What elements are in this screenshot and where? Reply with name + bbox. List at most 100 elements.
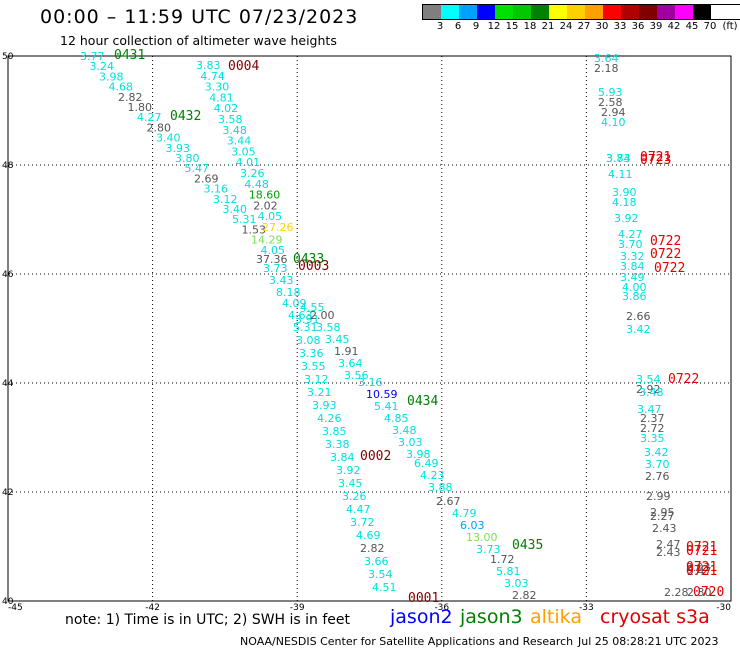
wave-height-reading: 4.74 (200, 70, 225, 83)
wave-height-reading: 3.12 (304, 373, 329, 386)
wave-height-reading: 3.54 (636, 373, 661, 386)
wave-height-reading: 3.88 (428, 481, 453, 494)
wave-height-reading: 2.66 (626, 310, 651, 323)
wave-height-reading: 3.83 (196, 59, 221, 72)
wave-height-reading: 2.94 (601, 106, 626, 119)
wave-height-reading: 3.58 (316, 321, 341, 334)
legend-label: 6 (454, 21, 462, 32)
longitude-label: -30 (716, 603, 731, 613)
wave-height-reading: 3.74 (606, 152, 631, 165)
pass-label: 0721 (686, 540, 717, 555)
wave-height-reading: 2.82 (512, 589, 537, 602)
wave-height-reading: 3.48 (639, 386, 664, 399)
wave-height-reading: 4.05 (261, 244, 286, 257)
wave-height-reading: 2.67 (436, 495, 461, 508)
page-subtitle: 12 hour collection of altimeter wave hei… (60, 33, 337, 48)
legend-swatch (639, 5, 657, 19)
wave-height-reading: 3.16 (204, 183, 229, 196)
wave-height-reading: 3.48 (392, 424, 417, 437)
satellite-cryosat: cryosat s3a (600, 606, 710, 628)
legend-label: 39 (649, 21, 663, 32)
wave-height-reading: 2.76 (645, 470, 670, 483)
legend-label: 12 (487, 21, 501, 32)
wave-height-reading: 3.55 (301, 360, 326, 373)
wave-height-reading: 2.30 (687, 586, 712, 599)
latitude-label: 46 (2, 270, 14, 280)
pass-label: 0431 (114, 48, 145, 63)
legend-label: 9 (472, 21, 480, 32)
legend-label: 42 (667, 21, 681, 32)
wave-height-reading: 3.84 (330, 451, 355, 464)
wave-height-reading: 3.44 (227, 135, 252, 148)
legend-label: 15 (505, 21, 519, 32)
wave-height-reading: 4.48 (244, 178, 269, 191)
wave-height-reading: 3.98 (99, 70, 124, 83)
wave-height-reading: 27.26 (262, 221, 294, 234)
legend-swatch (477, 5, 495, 19)
wave-height-reading: 3.64 (594, 52, 619, 65)
legend-label: 24 (559, 21, 573, 32)
legend-label: 3 (436, 21, 444, 32)
wave-height-reading: 2.27 (650, 510, 675, 523)
legend-label: 70 (703, 21, 717, 32)
wave-height-reading: 1.80 (128, 101, 153, 114)
wave-height-reading: 3.40 (223, 203, 248, 216)
pass-label: 0721 (686, 560, 717, 575)
wave-height-reading: 3.16 (358, 376, 383, 389)
wave-height-reading: 3.64 (338, 357, 363, 370)
wave-height-reading: 4.68 (109, 81, 134, 94)
legend-labels: 3 6 9 12 15 18 21 24 27 30 33 36 39 42 45 70 (ft) (422, 20, 740, 34)
wave-height-reading: 3.72 (350, 516, 375, 529)
wave-height-reading: 2.83 (0, 0, 25, 3)
wave-height-reading: 2.28 (664, 586, 689, 599)
wave-height-reading: 3.73 (476, 543, 501, 556)
footer-credit: NOAA/NESDIS Center for Satellite Applica… (240, 635, 574, 648)
wave-height-reading: 3.70 (618, 238, 643, 251)
wave-height-reading: 3.93 (166, 142, 191, 155)
footer-updated: Jul 25 08:28:21 UTC 2023 (578, 635, 719, 648)
wave-height-reading: 4.85 (384, 412, 409, 425)
latitude-label: 40 (2, 597, 14, 607)
wave-height-reading: 3.49 (620, 271, 645, 284)
legend-swatch (585, 5, 603, 19)
wave-height-readings: 3.773.243.984.682.821.804.272.803.403.93… (0, 0, 712, 602)
wave-height-reading: 3.40 (156, 132, 181, 145)
wave-height-reading: 3.84 (620, 260, 645, 273)
legend-label: 30 (595, 21, 609, 32)
wave-height-reading: 4.09 (282, 297, 307, 310)
wave-height-reading: 2.82 (118, 91, 143, 104)
wave-height-reading: 2.52 (0, 0, 25, 3)
legend-swatch (567, 5, 585, 19)
wave-height-reading: 5.93 (598, 86, 623, 99)
legend-label: 21 (541, 21, 555, 32)
latitude-label: 48 (2, 161, 14, 171)
wave-height-reading: 2.86 (0, 0, 25, 3)
wave-height-reading: 4.51 (372, 581, 397, 594)
satellite-jason2: jason2 (390, 606, 453, 628)
pass-label: 0720 (693, 585, 724, 600)
pass-label: 0002 (360, 449, 391, 464)
pass-label: 0434 (407, 394, 438, 409)
wave-height-reading: 8.18 (276, 286, 301, 299)
legend-swatch (513, 5, 531, 19)
longitude-label: -33 (579, 603, 594, 613)
pass-label: 0001 (408, 591, 439, 606)
legend-label: 33 (613, 21, 627, 32)
wave-height-reading: 4.27 (618, 228, 643, 241)
wave-height-reading: 2.72 (640, 422, 665, 435)
pass-label: 0722 (650, 234, 681, 249)
wave-height-reading: 3.21 (307, 386, 332, 399)
wave-height-reading: 3.08 (296, 334, 321, 347)
wave-height-reading: 3.92 (614, 212, 639, 225)
wave-height-reading: 4.05 (258, 210, 283, 223)
wave-height-reading: 3.48 (222, 124, 247, 137)
legend-swatch (531, 5, 549, 19)
legend-label: (ft) (722, 21, 738, 32)
pass-label: 0722 (654, 261, 685, 276)
satellite-altika: altika (530, 606, 582, 628)
wave-height-reading: 3.86 (622, 290, 647, 303)
longitude-label: -42 (145, 603, 160, 613)
wave-height-reading: 3.35 (640, 432, 665, 445)
wave-height-reading: 13.00 (466, 531, 498, 544)
wave-height-reading: 3.92 (336, 464, 361, 477)
